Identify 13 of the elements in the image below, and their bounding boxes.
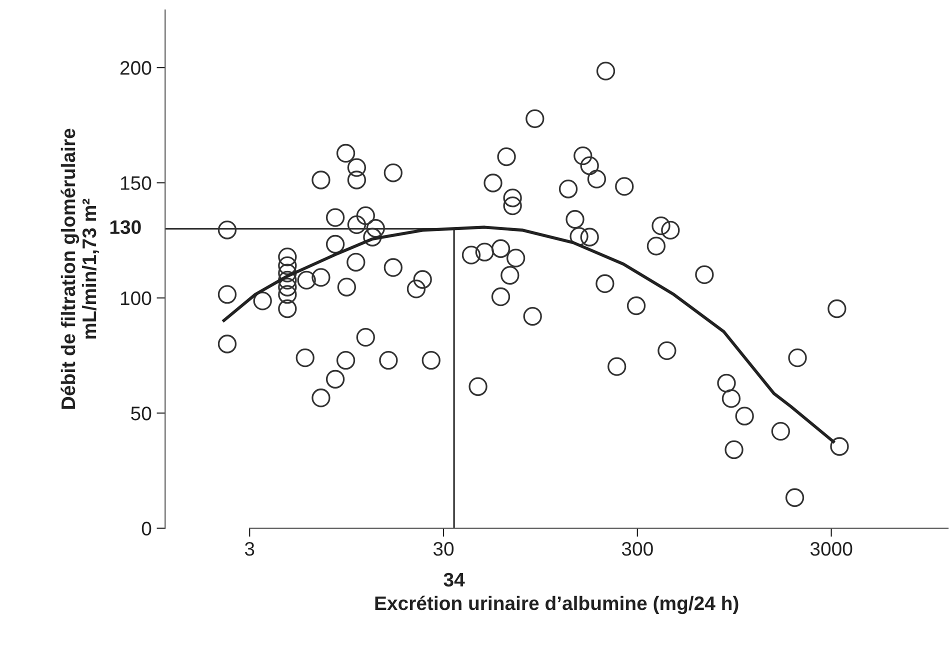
x-axis-title: Excrétion urinaire d’albumine (mg/24 h) — [375, 596, 738, 614]
x-tick-label: 300 — [622, 542, 653, 556]
x-tick-label: 3000 — [810, 542, 852, 556]
y-tick-label: 200 — [120, 61, 152, 75]
y-tick-label: 150 — [120, 176, 152, 190]
y-tick-label: 50 — [131, 406, 152, 420]
y-tick-label: 0 — [142, 522, 152, 536]
x-tick-label: 3 — [244, 542, 254, 556]
y-axis-title: Débit de filtration glomérulaire mL/min/1,73 m² — [60, 128, 100, 409]
ref-line-label: 130 — [110, 220, 141, 234]
x-tick-label: 30 — [433, 542, 454, 556]
y-tick-label: 100 — [120, 291, 152, 306]
ref-line-label: 34 — [444, 572, 465, 587]
